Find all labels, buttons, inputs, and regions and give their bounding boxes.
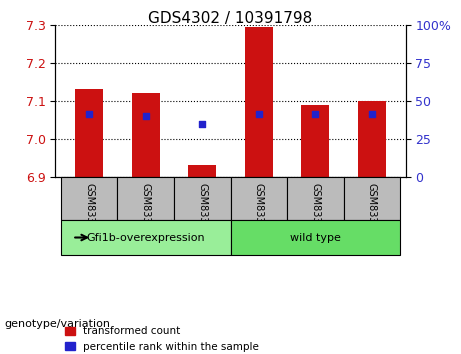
Bar bbox=[75, 89, 103, 177]
Text: genotype/variation: genotype/variation bbox=[5, 319, 111, 329]
Point bbox=[199, 121, 206, 126]
Text: GDS4302 / 10391798: GDS4302 / 10391798 bbox=[148, 11, 313, 25]
FancyBboxPatch shape bbox=[343, 177, 400, 220]
Text: Gfi1b-overexpression: Gfi1b-overexpression bbox=[86, 233, 205, 242]
Point bbox=[312, 111, 319, 117]
Bar bbox=[188, 165, 216, 177]
Text: GSM833179: GSM833179 bbox=[310, 183, 320, 242]
Text: wild type: wild type bbox=[290, 233, 341, 242]
Point bbox=[86, 111, 93, 117]
Point bbox=[255, 111, 262, 117]
Point bbox=[142, 113, 149, 119]
FancyBboxPatch shape bbox=[230, 220, 400, 255]
Text: GSM833178: GSM833178 bbox=[84, 183, 94, 242]
Text: GSM833181: GSM833181 bbox=[367, 183, 377, 242]
Text: GSM833182: GSM833182 bbox=[197, 183, 207, 242]
Text: GSM833180: GSM833180 bbox=[141, 183, 151, 242]
Text: GSM833177: GSM833177 bbox=[254, 183, 264, 242]
FancyBboxPatch shape bbox=[287, 177, 343, 220]
Bar bbox=[131, 93, 160, 177]
FancyBboxPatch shape bbox=[61, 177, 118, 220]
Bar bbox=[358, 101, 386, 177]
FancyBboxPatch shape bbox=[230, 177, 287, 220]
Bar bbox=[245, 27, 273, 177]
FancyBboxPatch shape bbox=[61, 220, 230, 255]
Point bbox=[368, 111, 375, 117]
Legend: transformed count, percentile rank within the sample: transformed count, percentile rank withi… bbox=[60, 322, 264, 354]
FancyBboxPatch shape bbox=[174, 177, 230, 220]
FancyBboxPatch shape bbox=[118, 177, 174, 220]
Bar bbox=[301, 104, 330, 177]
